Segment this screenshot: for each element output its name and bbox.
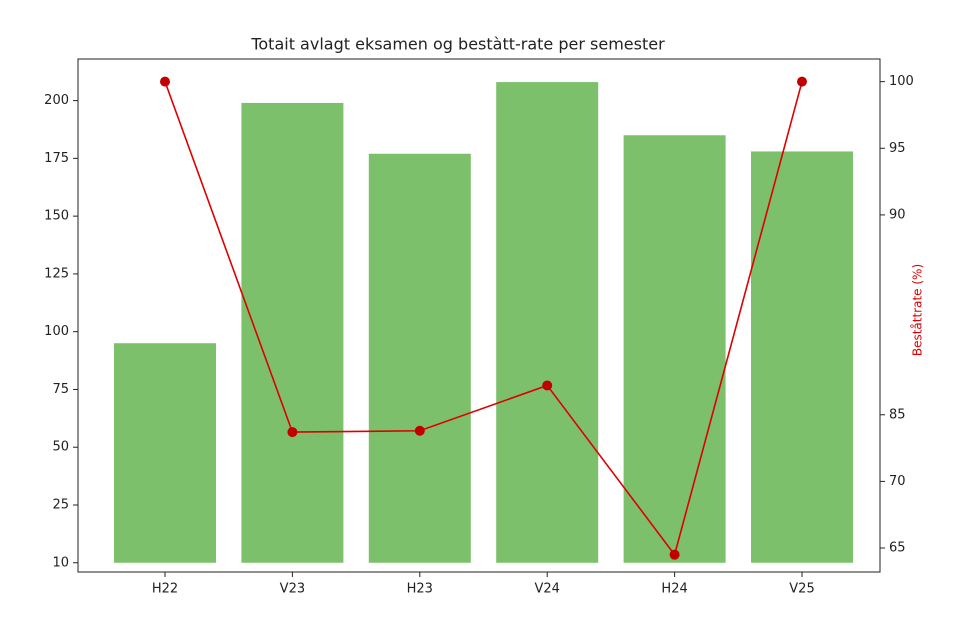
y-tick-label: 25 xyxy=(52,497,69,512)
y2-tick-label: 90 xyxy=(889,207,906,222)
y2-tick-label: 70 xyxy=(889,474,906,489)
line-marker xyxy=(160,76,170,87)
y-tick-label: 75 xyxy=(52,382,69,397)
line xyxy=(164,81,803,557)
x-tick-label: V23 xyxy=(280,582,305,597)
plot-frame xyxy=(77,58,881,573)
y2-axis-label: Beståttrate (%) xyxy=(911,264,925,356)
line-marker xyxy=(797,76,807,87)
x-tick-label: V24 xyxy=(534,582,559,597)
bar xyxy=(241,102,344,563)
x-tick-label: V25 xyxy=(789,582,814,597)
x-tick-label: H22 xyxy=(152,582,178,597)
bar xyxy=(114,343,216,563)
x-tick-label: H24 xyxy=(661,582,687,597)
bar xyxy=(496,82,599,563)
y-tick-label: 50 xyxy=(52,440,69,455)
y-tick-label: 10 xyxy=(52,555,69,570)
y-tick-label: 150 xyxy=(44,209,69,224)
bar xyxy=(368,153,471,563)
y2-tick-label: 65 xyxy=(889,541,906,556)
x-tick-label: H23 xyxy=(407,582,433,597)
y-tick-label: 175 xyxy=(44,151,69,166)
line-marker xyxy=(542,380,553,391)
bar xyxy=(751,151,853,563)
y2-tick-label: 85 xyxy=(889,407,906,422)
bar xyxy=(623,135,726,563)
y-tick-label: 200 xyxy=(44,93,69,108)
line-marker xyxy=(287,427,298,438)
line-marker xyxy=(669,549,680,560)
y2-tick-label: 95 xyxy=(889,141,906,156)
line-marker xyxy=(414,425,425,436)
y-tick-label: 125 xyxy=(44,266,69,281)
y2-tick-label: 100 xyxy=(889,74,914,89)
chart-title: Totait avlagt eksamen og bestàtt-rate pe… xyxy=(250,35,665,54)
y-tick-label: 100 xyxy=(44,324,69,339)
